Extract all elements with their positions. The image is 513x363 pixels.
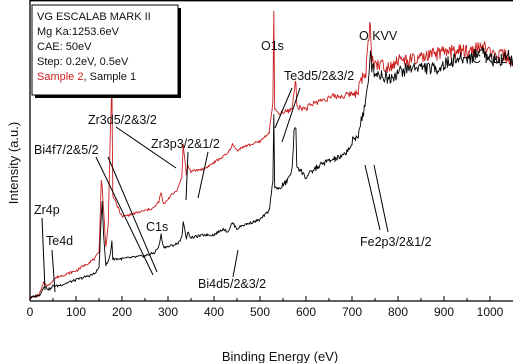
series-line-sample-1 bbox=[29, 46, 513, 299]
label-c1s: C1s bbox=[146, 220, 168, 234]
x-ticks: 0 100 200 300 400 500 600 700 800 900 1000 bbox=[27, 296, 504, 319]
leader-zr4p bbox=[41, 217, 46, 291]
x-tick-label-400: 400 bbox=[204, 305, 224, 319]
x-axis-title: Binding Energy (eV) bbox=[222, 349, 338, 363]
leader-bi4f-a bbox=[95, 156, 154, 276]
label-bi4f: Bi4f7/2&5/2 bbox=[34, 143, 99, 157]
x-tick-label-800: 800 bbox=[388, 305, 408, 319]
leader-te3d-a bbox=[274, 87, 293, 129]
legend-sample-2: Sample 2 bbox=[37, 71, 83, 83]
leader-zr3p-b bbox=[197, 151, 209, 199]
leader-te3d-b bbox=[281, 87, 301, 143]
label-bi4d: Bi4d5/2&3/2 bbox=[198, 277, 266, 291]
label-okvv: O KVV bbox=[359, 29, 398, 43]
legend-box bbox=[31, 4, 179, 96]
legend-line-cae: CAE: 50eV bbox=[37, 41, 92, 53]
legend-line-source: Mg Ka:1253.6eV bbox=[37, 26, 120, 38]
label-fe2p: Fe2p3/2&1/2 bbox=[360, 235, 432, 249]
label-te4d: Te4d bbox=[46, 234, 73, 248]
peak-leader-lines bbox=[41, 87, 389, 293]
label-te3d: Te3d5/2&3/2 bbox=[284, 69, 354, 83]
legend-line-step: Step: 0.2eV, 0.5eV bbox=[37, 56, 129, 68]
leader-zr3d bbox=[115, 126, 177, 169]
legend-separator: , bbox=[83, 71, 89, 83]
leader-fe2p-a bbox=[364, 164, 381, 231]
x-tick-label-500: 500 bbox=[250, 305, 270, 319]
x-tick-label-900: 900 bbox=[434, 305, 454, 319]
leader-te4d bbox=[51, 249, 56, 293]
x-tick-label-600: 600 bbox=[296, 305, 316, 319]
leader-bi4d bbox=[232, 249, 239, 278]
x-tick-label-300: 300 bbox=[158, 305, 178, 319]
label-ckll: C KLL bbox=[472, 52, 507, 66]
legend-line-series: Sample 2, Sample 1 bbox=[37, 71, 136, 83]
leader-bi4f-b bbox=[107, 156, 158, 273]
leader-fe2p-b bbox=[373, 164, 389, 233]
x-tick-label-100: 100 bbox=[66, 305, 86, 319]
x-tick-label-200: 200 bbox=[112, 305, 132, 319]
x-tick-label-1000: 1000 bbox=[477, 305, 504, 319]
legend-line-instrument: VG ESCALAB MARK II bbox=[37, 11, 151, 23]
label-o1s: O1s bbox=[261, 39, 284, 53]
legend: VG ESCALAB MARK II Mg Ka:1253.6eV CAE: 5… bbox=[31, 4, 181, 98]
x-tick-label-0: 0 bbox=[27, 305, 34, 319]
x-tick-label-700: 700 bbox=[342, 305, 362, 319]
legend-sample-1: Sample 1 bbox=[90, 71, 136, 83]
label-zr3d: Zr3d5/2&3/2 bbox=[88, 113, 157, 127]
label-zr3p: Zr3p3/2&1/2 bbox=[151, 137, 220, 151]
y-axis-title: Intensity (a.u.) bbox=[6, 122, 21, 204]
label-zr4p: Zr4p bbox=[34, 203, 60, 217]
leader-zr3p-a bbox=[185, 151, 189, 201]
